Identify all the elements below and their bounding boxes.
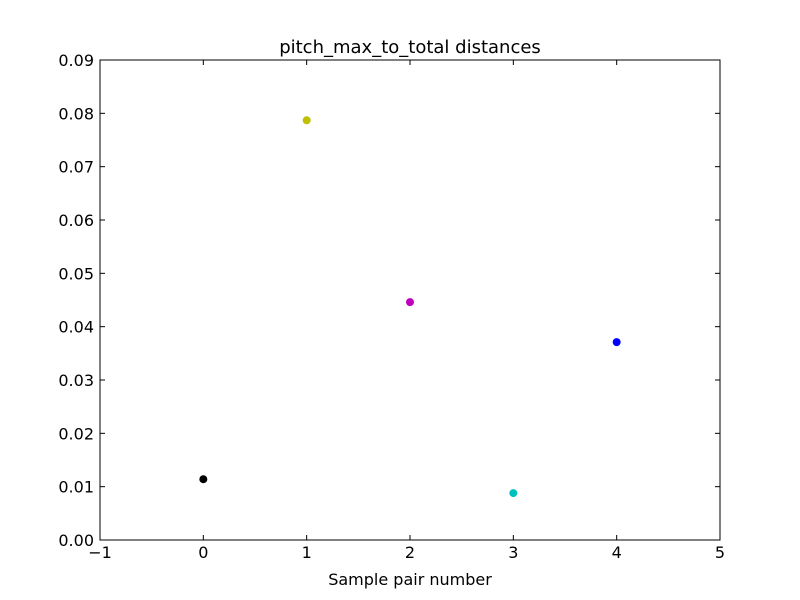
- x-axis-label: Sample pair number: [328, 570, 492, 589]
- axis-ticks: −1 0 1 2 3 4 5 0.00 0.01 0.02 0.03 0.04 0.05 0.06 0.07…: [58, 51, 725, 562]
- x-tick-label: 1: [302, 543, 312, 562]
- x-tick-label: 4: [612, 543, 622, 562]
- y-tick-label: 0.09: [58, 51, 94, 70]
- y-tick-label: 0.01: [58, 478, 94, 497]
- data-point-2: [406, 298, 414, 307]
- data-points: [199, 116, 621, 498]
- y-tick-label: 0.04: [58, 318, 94, 337]
- data-point-4: [612, 338, 621, 347]
- x-tick-label: 2: [405, 543, 415, 562]
- y-tick-label: 0.05: [58, 264, 94, 283]
- x-tick-label: 3: [508, 543, 518, 562]
- data-point-1: [302, 116, 311, 125]
- x-tick-label: 5: [715, 543, 725, 562]
- y-tick-label: 0.00: [58, 531, 94, 550]
- plot-frame: [99, 59, 721, 541]
- chart-title: pitch_max_to_total distances: [279, 37, 541, 58]
- y-tick-label: 0.07: [58, 158, 94, 177]
- data-point-0: [199, 475, 208, 484]
- y-tick-label: 0.06: [58, 211, 94, 230]
- x-tick-label: −1: [88, 543, 112, 562]
- y-tick-label: 0.08: [58, 104, 94, 123]
- data-point-3: [509, 489, 518, 498]
- y-tick-label: 0.03: [58, 371, 94, 390]
- x-tick-label: 0: [198, 543, 208, 562]
- y-tick-label: 0.02: [58, 424, 94, 443]
